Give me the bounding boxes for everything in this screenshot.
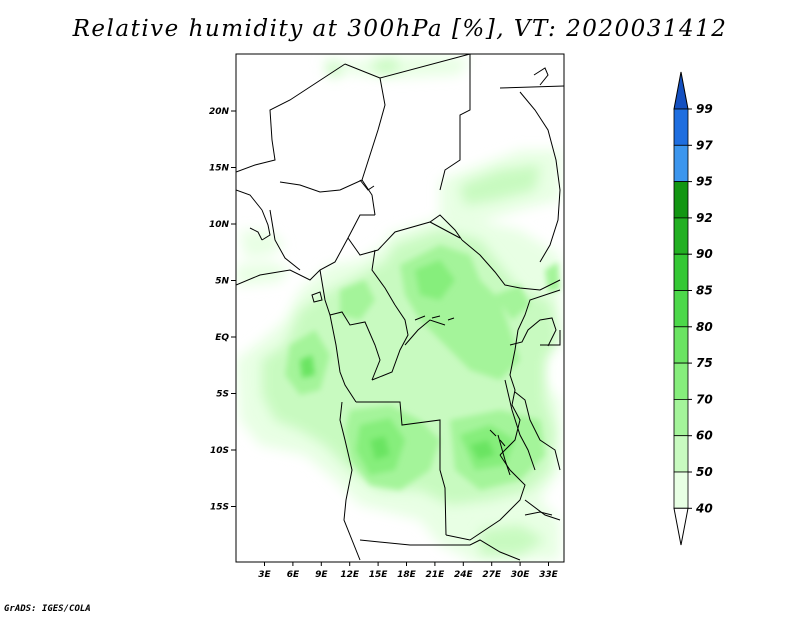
colorbar-top-triangle (673, 71, 689, 110)
lat-tick-label: 20N (209, 107, 230, 117)
lon-tick-label: 30E (511, 570, 531, 580)
shading-70-85 (300, 260, 515, 475)
lon-tick-label: 9E (315, 570, 328, 580)
colorbar-label: 50 (696, 465, 713, 479)
colorbar-band (673, 471, 689, 509)
lon-tick-label: 12E (340, 570, 360, 580)
colorbar-label: 95 (696, 175, 713, 189)
lat-tick-label: 10N (209, 220, 230, 230)
colorbar-label: 75 (696, 356, 713, 370)
lat-tick-label: EQ (215, 333, 229, 343)
colorbar-label: 40 (695, 501, 713, 515)
colorbar-label: 97 (696, 138, 713, 152)
colorbar-band (673, 326, 689, 364)
colorbar-bottom-triangle (673, 507, 689, 546)
lat-tick-label: 5S (216, 390, 229, 400)
colorbar-band (673, 362, 689, 400)
colorbar-label: 90 (696, 247, 713, 261)
humidity-shading (236, 55, 560, 562)
lon-tick-label: 15E (369, 570, 389, 580)
colorbar-band (673, 398, 689, 437)
latitude-axis: 20N 15N 10N 5N EQ 5S 10S 15S (209, 107, 236, 513)
colorbar-band (673, 253, 689, 291)
lon-tick-label: 21E (426, 570, 446, 580)
colorbar-band (673, 217, 689, 255)
colorbar-band (673, 181, 689, 219)
lon-tick-label: 6E (287, 570, 300, 580)
colorbar-band (673, 435, 689, 473)
lon-tick-label: 24E (454, 570, 474, 580)
country-borders (236, 54, 564, 561)
colorbar-label: 60 (696, 429, 713, 443)
colorbar-label: 70 (696, 392, 713, 406)
colorbar-label: 92 (696, 211, 713, 225)
colorbar-label: 99 (696, 102, 713, 116)
colorbar-band (673, 144, 689, 183)
grads-credit: GrADS: IGES/COLA (4, 604, 91, 614)
lon-tick-label: 27E (482, 570, 502, 580)
lat-tick-label: 10S (210, 446, 229, 456)
lon-tick-label: 33E (539, 570, 559, 580)
longitude-axis: 3E 6E 9E 12E 15E 18E 21E 24E 27E 30E 33E (258, 562, 559, 580)
lon-tick-label: 18E (397, 570, 417, 580)
lon-tick-label: 3E (258, 570, 271, 580)
lat-tick-label: 15N (209, 164, 230, 174)
lat-tick-label: 5N (215, 277, 229, 287)
colorbar-legend: 99 97 95 92 90 85 80 75 70 60 50 40 (673, 71, 713, 546)
lat-tick-label: 15S (210, 503, 229, 513)
colorbar-band (673, 290, 689, 328)
map-frame (235, 53, 565, 563)
colorbar-band (673, 108, 689, 146)
colorbar-label: 85 (696, 284, 713, 298)
map-title: Relative humidity at 300hPa [%], VT: 202… (72, 16, 728, 42)
colorbar-label: 80 (696, 320, 713, 334)
